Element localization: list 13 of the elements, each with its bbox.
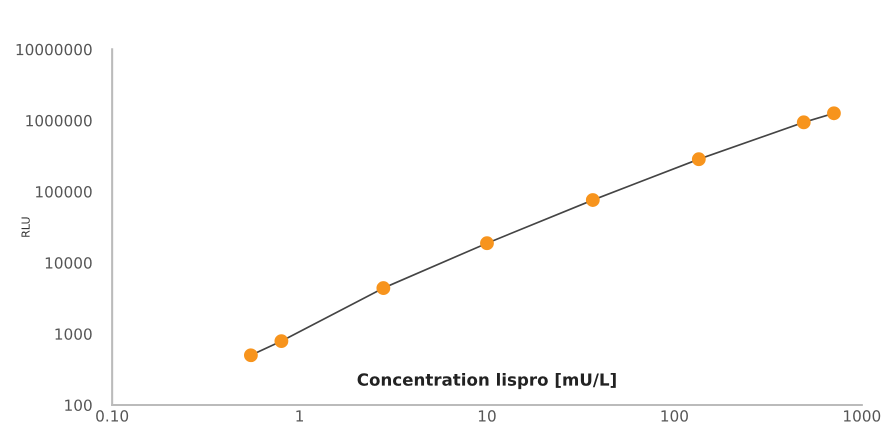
- x-tick-label: 100: [661, 410, 688, 422]
- x-tick-label: 1000: [844, 410, 880, 422]
- y-tick-label: 1000: [55, 328, 92, 340]
- x-tick-label: 10: [478, 410, 496, 422]
- y-tick-label: 100000: [36, 186, 92, 198]
- x-tick-label: 0.10: [96, 410, 128, 422]
- y-tick-label: 10000000: [16, 44, 92, 56]
- x-axis-title: Concentration lispro [mU/L]: [358, 372, 616, 390]
- y-tick-label: 1000000: [26, 114, 92, 126]
- y-tick-label: 10000: [46, 257, 92, 269]
- y-axis-title: RLU: [22, 217, 30, 237]
- y-tick-label: 100: [65, 399, 92, 412]
- x-tick-label: 1: [296, 410, 304, 422]
